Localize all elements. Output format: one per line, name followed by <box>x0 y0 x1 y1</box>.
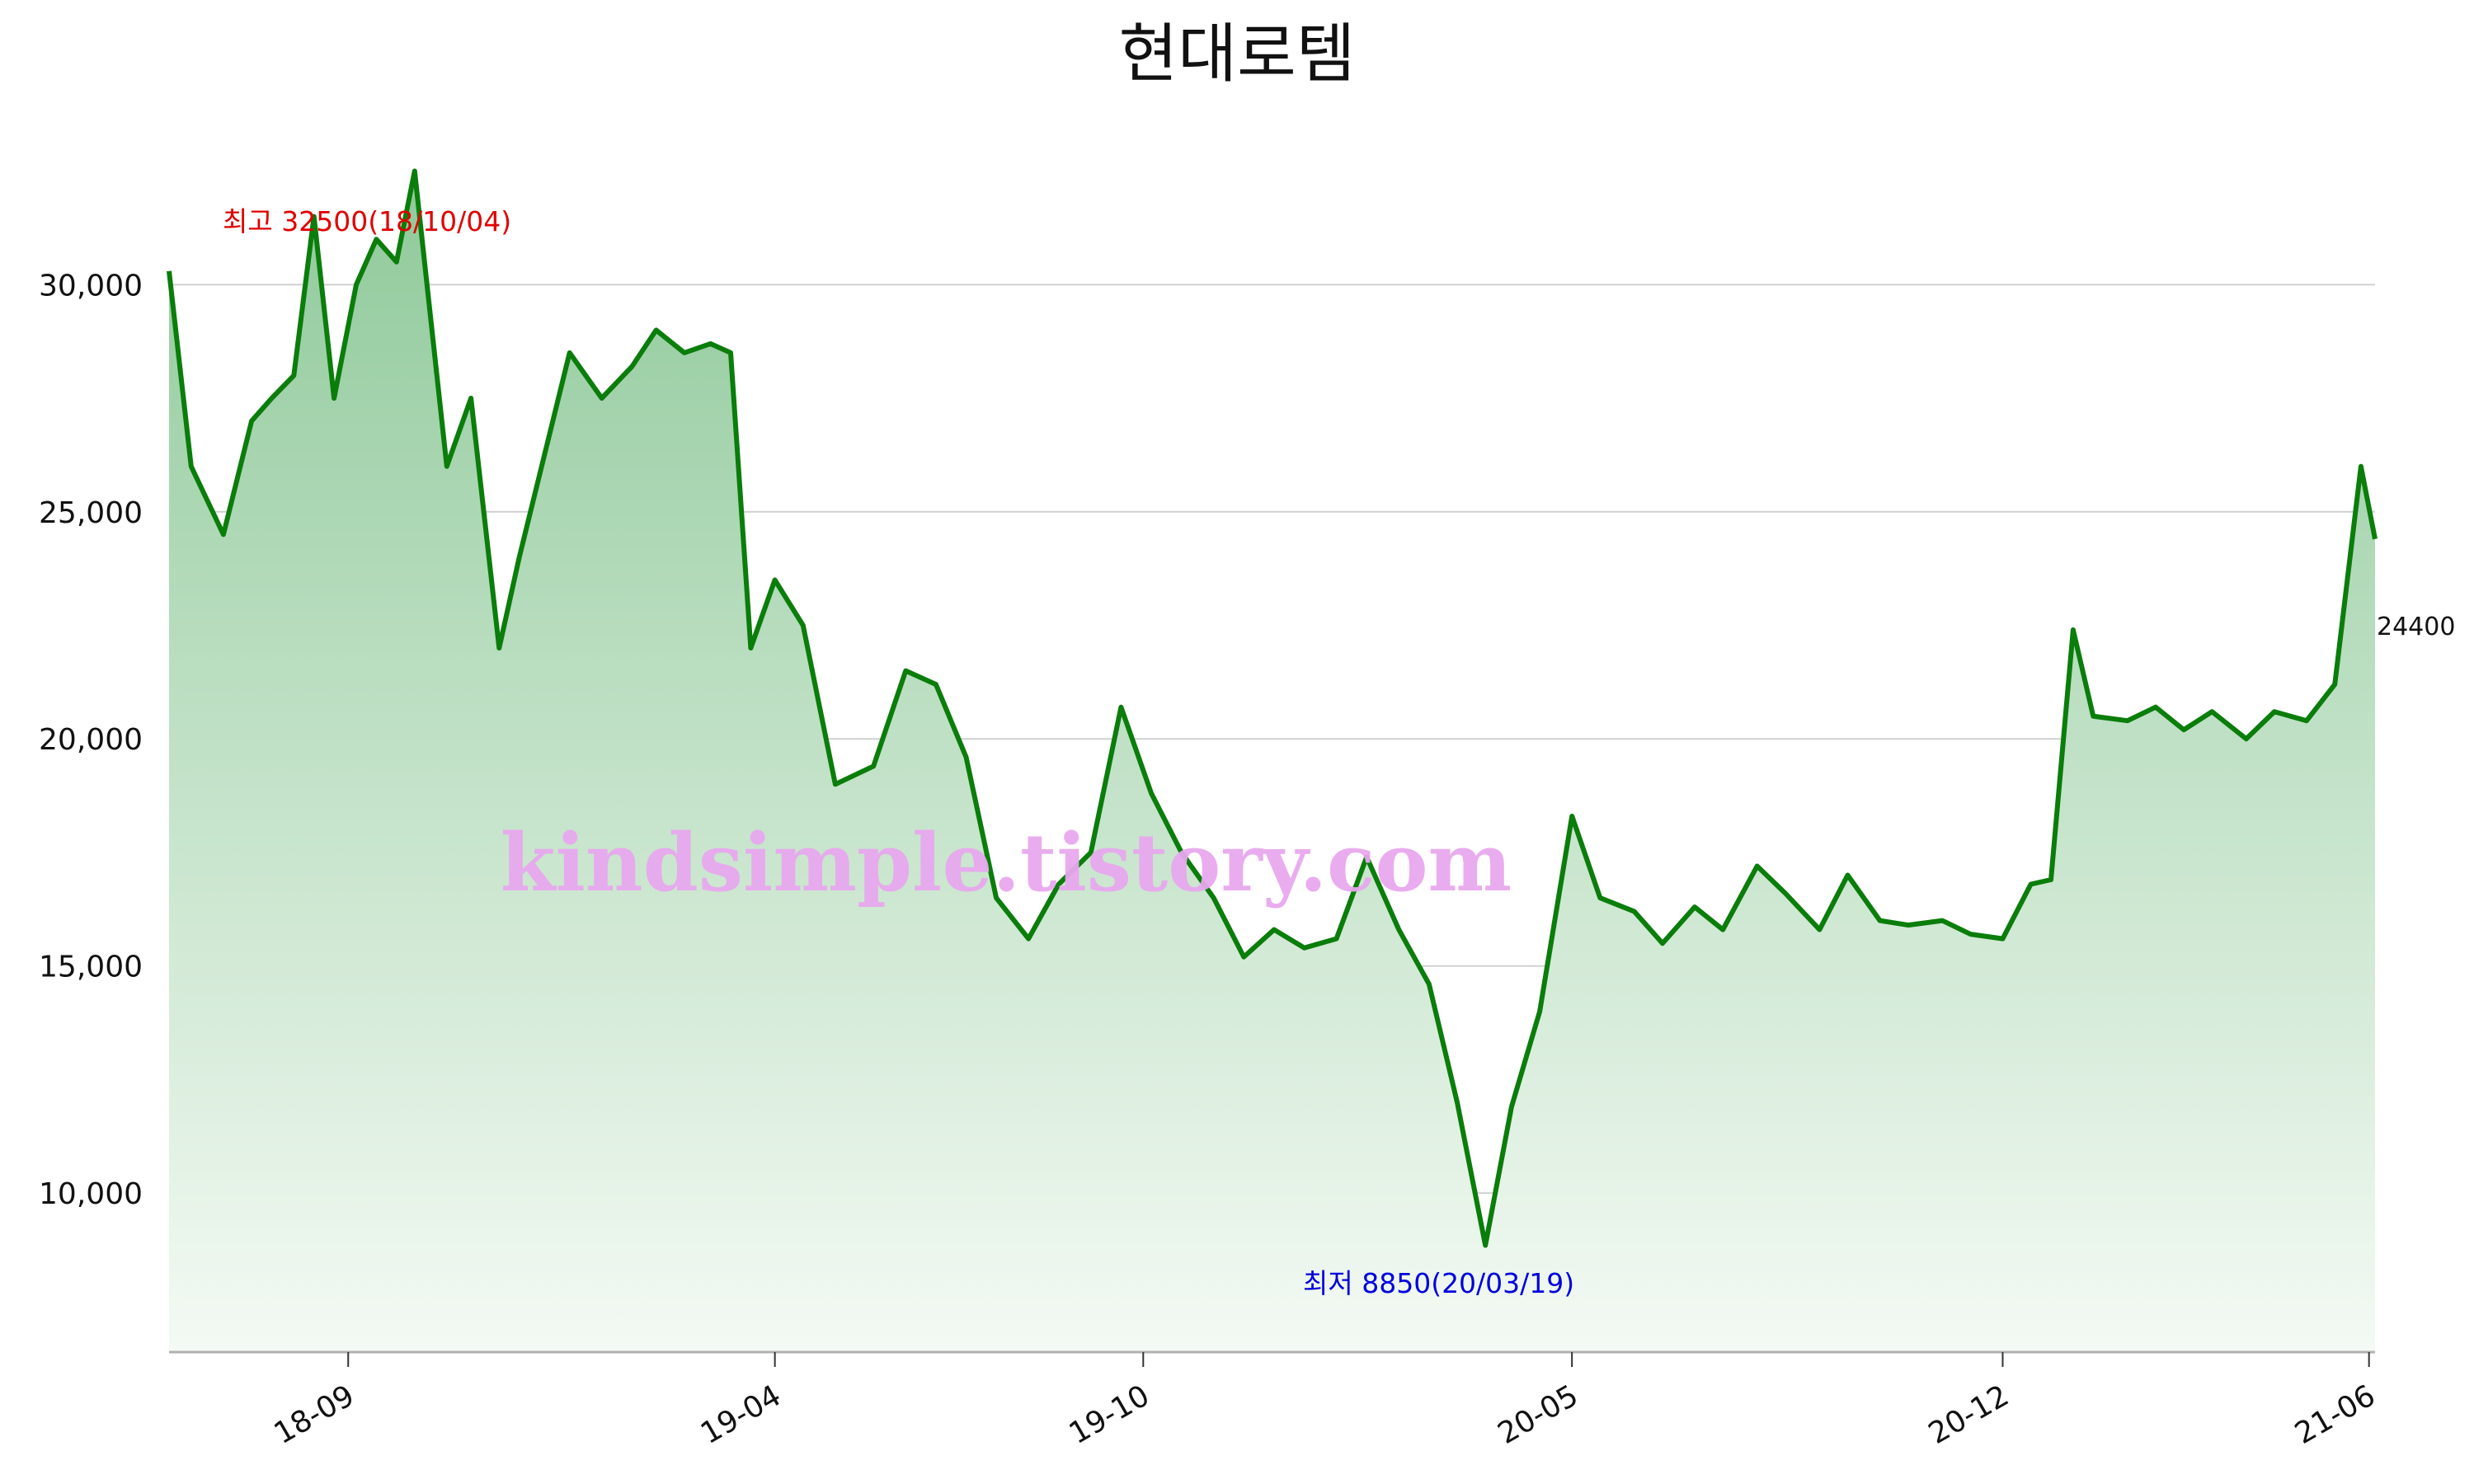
y-tick-label: 10,000 <box>39 1177 143 1211</box>
x-tick-label: 21-06 <box>2289 1378 2381 1451</box>
chart-title: 현대로템 <box>1118 17 1355 92</box>
y-axis: 10,000 15,000 20,000 25,000 30,000 <box>39 269 143 1211</box>
x-tick-label: 20-05 <box>1493 1378 1584 1451</box>
x-tick-label: 20-12 <box>1923 1378 2015 1451</box>
y-tick-label: 15,000 <box>39 951 143 984</box>
y-tick-label: 25,000 <box>39 496 143 530</box>
y-tick-label: 20,000 <box>39 723 143 757</box>
price-area <box>169 171 2375 1352</box>
min-annotation: 최저 8850(20/03/19) <box>1303 1267 1574 1299</box>
x-axis: 18-09 19-04 19-10 20-05 20-12 21-06 <box>269 1352 2381 1451</box>
x-tick-label: 18-09 <box>269 1378 360 1451</box>
y-tick-label: 30,000 <box>39 269 143 303</box>
x-tick-label: 19-10 <box>1064 1378 1155 1451</box>
max-annotation: 최고 32500(18/10/04) <box>223 205 511 237</box>
last-value-label: 24400 <box>2377 613 2455 641</box>
x-tick-label: 19-04 <box>695 1378 787 1451</box>
price-line <box>167 168 2378 1248</box>
watermark: kindsimple.tistory.com <box>501 816 1512 909</box>
